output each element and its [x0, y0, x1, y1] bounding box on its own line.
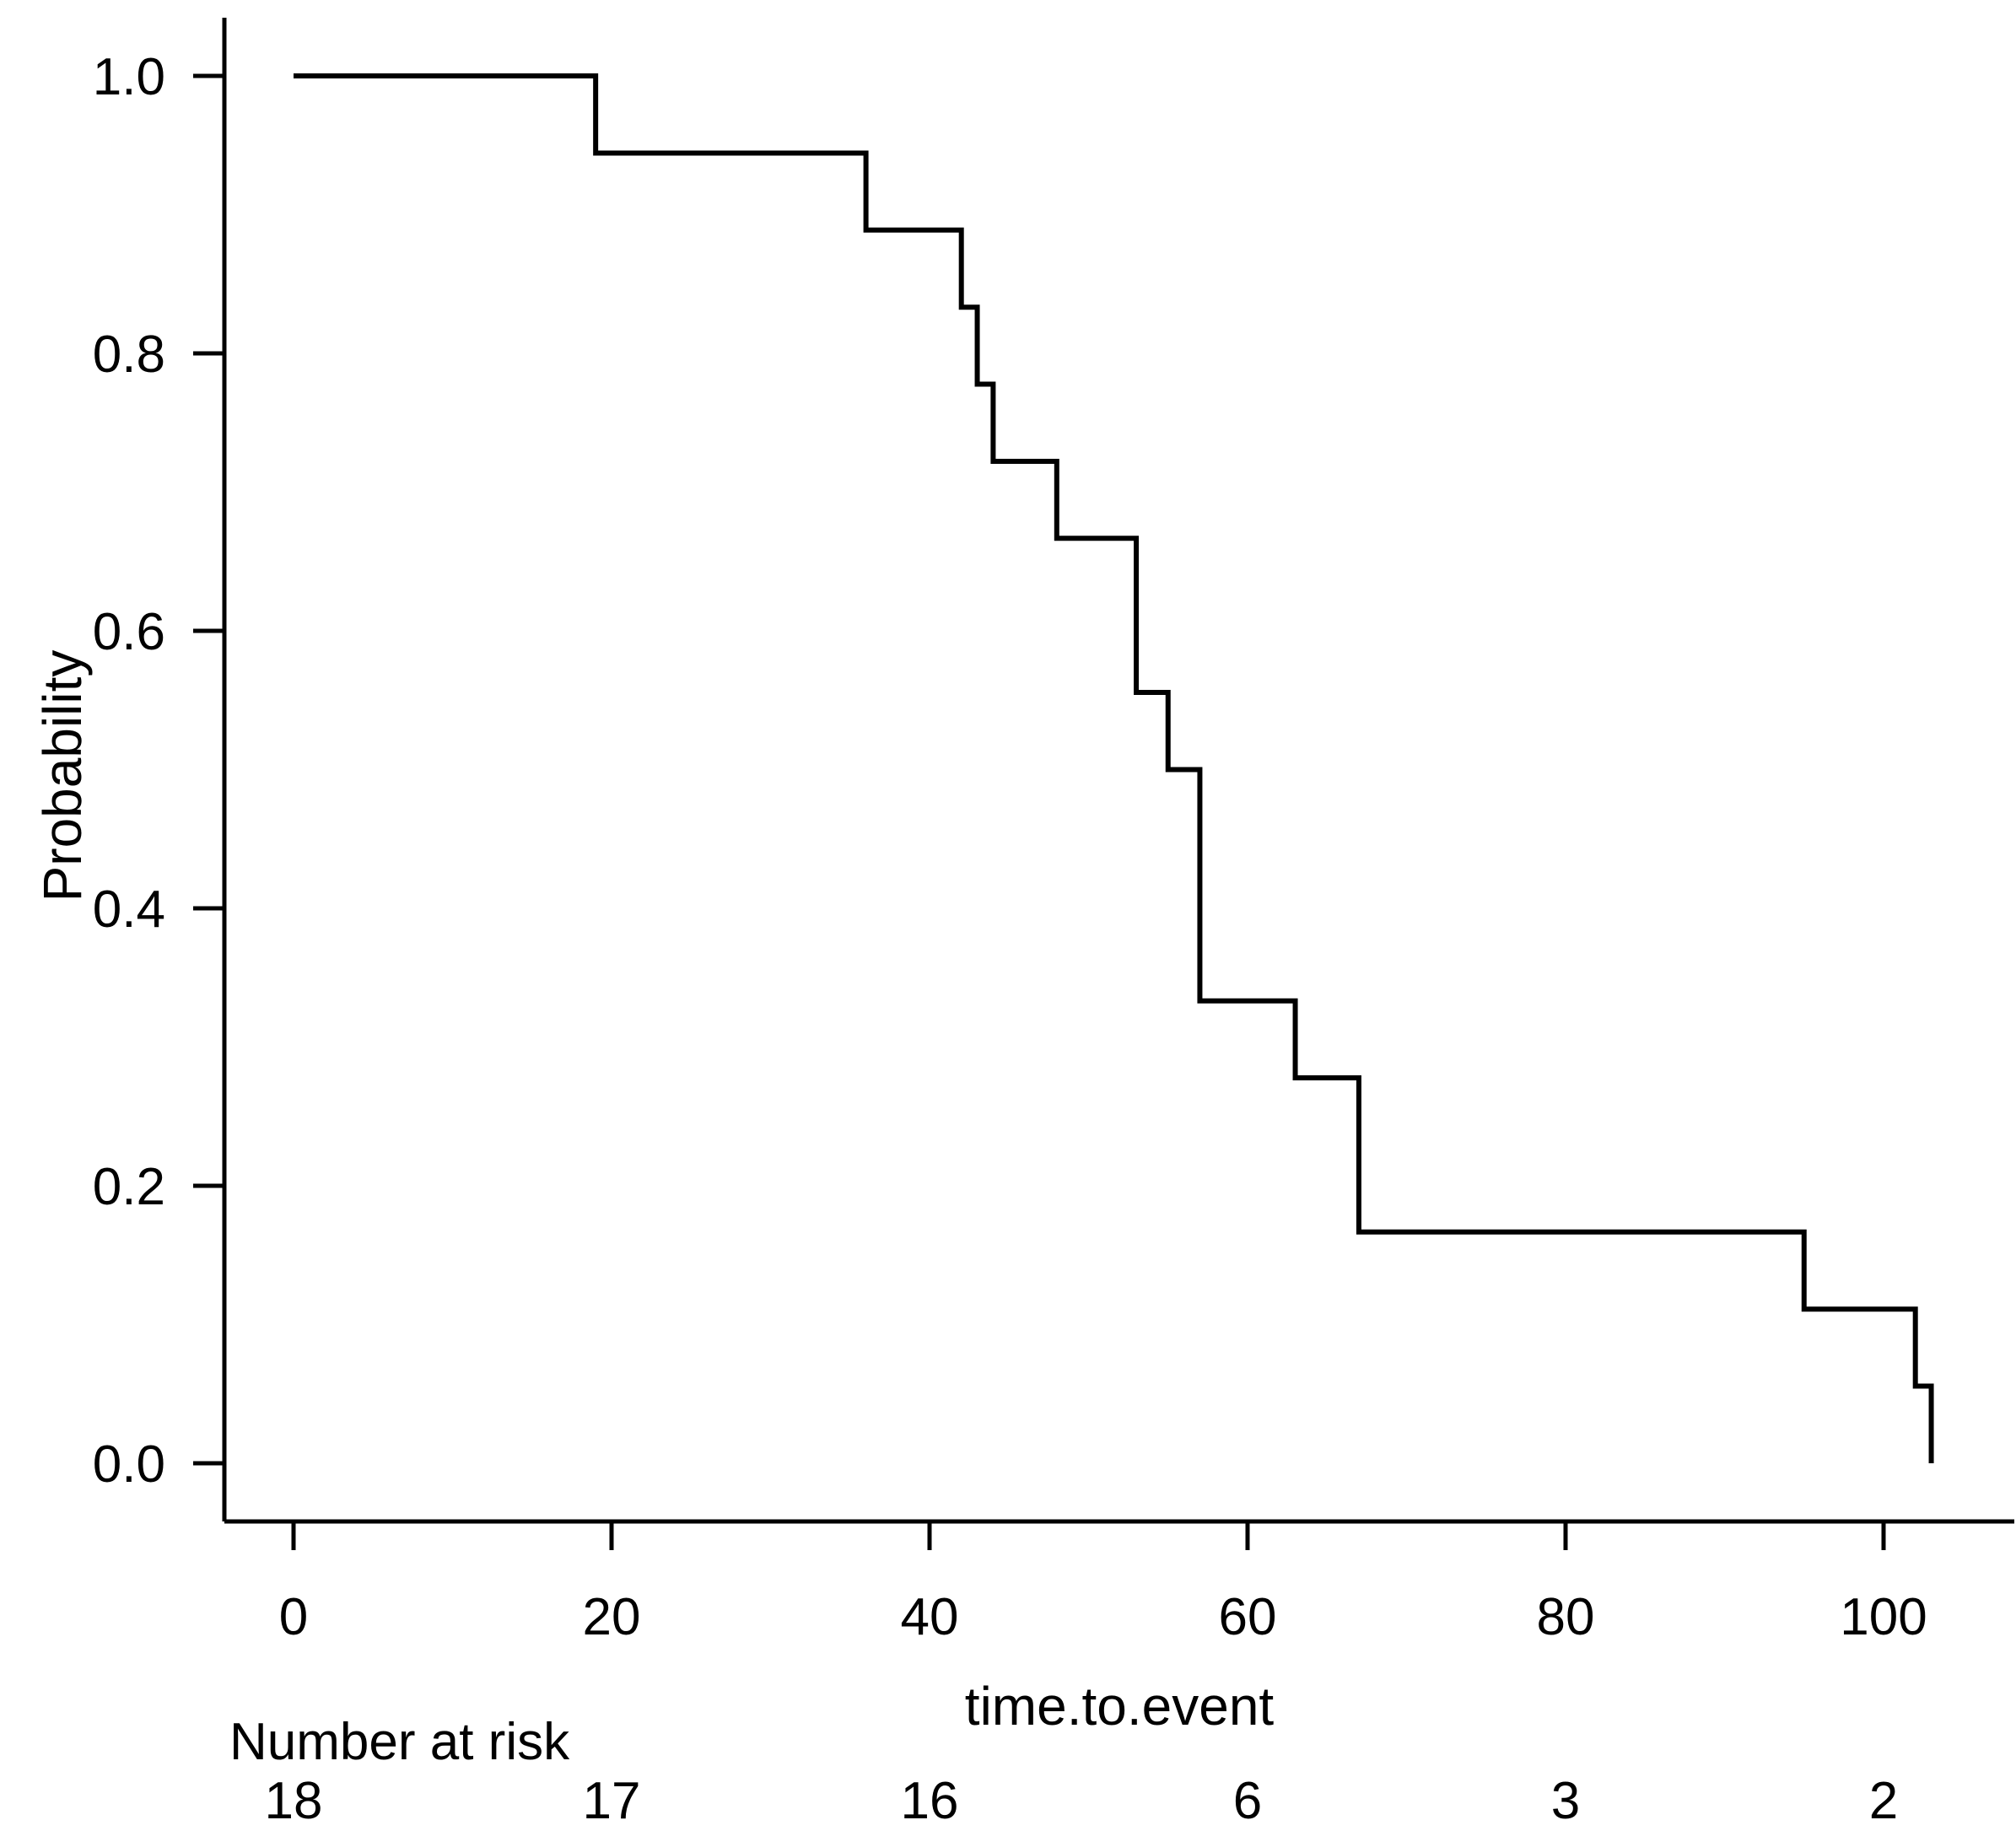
y-tick-label: 0.4 [93, 880, 165, 939]
y-tick-label: 1.0 [93, 48, 165, 106]
risk-count: 2 [1869, 1772, 1898, 1830]
y-tick-label: 0.6 [93, 603, 165, 661]
x-tick-label: 80 [1537, 1588, 1595, 1646]
y-axis-title: Probability [32, 650, 93, 902]
y-tick-label: 0.2 [93, 1158, 165, 1216]
risk-count: 3 [1551, 1772, 1580, 1830]
survival-step-curve [294, 73, 1934, 1463]
risk-count: 17 [583, 1772, 641, 1830]
plot-area: 0.0 0.2 0.4 0.6 0.8 1.0 0 20 40 60 80 100 18 17 16 6 3 2 [93, 18, 2014, 1830]
x-tick-label: 60 [1219, 1588, 1277, 1646]
risk-count: 16 [901, 1772, 959, 1830]
y-tick-label: 0.8 [93, 326, 165, 384]
risk-count: 18 [265, 1772, 323, 1830]
x-tick-label: 20 [583, 1588, 641, 1646]
risk-count: 6 [1233, 1772, 1262, 1830]
x-tick-label: 0 [279, 1588, 308, 1646]
risk-table-title: Number at risk [229, 1713, 570, 1771]
x-tick-label: 40 [901, 1588, 959, 1646]
x-axis-title: time.to.event [965, 1676, 1275, 1737]
y-tick-label: 0.0 [93, 1435, 165, 1494]
x-tick-label: 100 [1840, 1588, 1927, 1646]
